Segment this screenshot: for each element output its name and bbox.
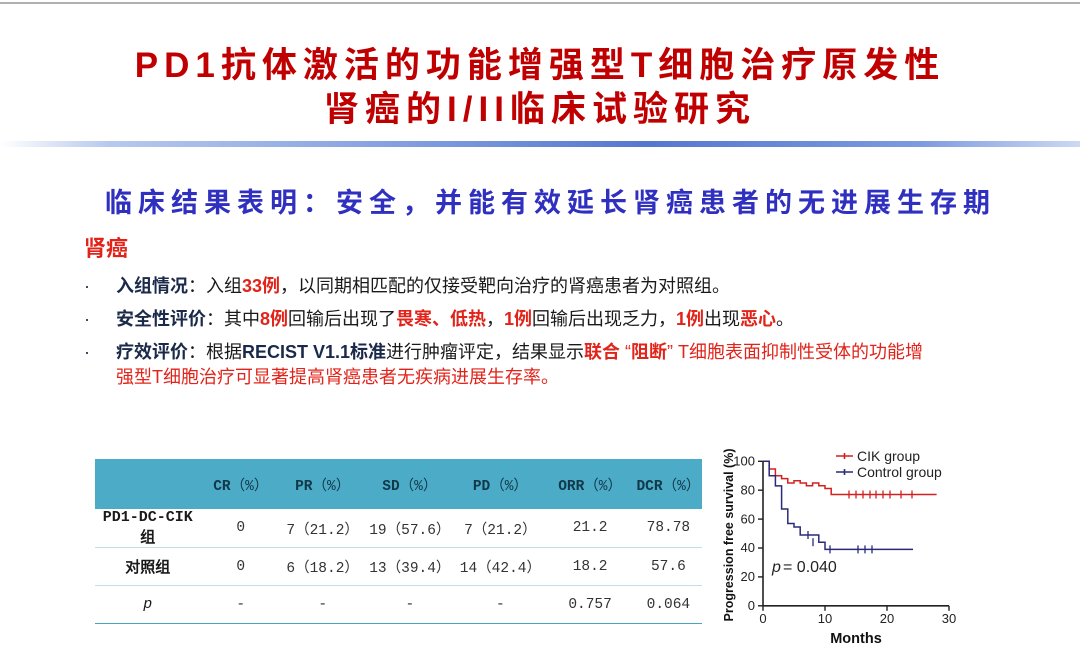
svg-text:10: 10 (818, 611, 832, 626)
svg-text:p: p (771, 559, 781, 576)
svg-text:= 0.040: = 0.040 (783, 559, 837, 576)
svg-text:40: 40 (741, 540, 755, 555)
svg-text:Months: Months (830, 631, 882, 647)
svg-text:CIK group: CIK group (857, 448, 920, 464)
svg-text:0: 0 (759, 611, 766, 626)
svg-text:60: 60 (741, 511, 755, 526)
svg-text:20: 20 (880, 611, 894, 626)
svg-text:30: 30 (942, 611, 956, 626)
svg-text:Progression free survival (%): Progression free survival (%) (722, 449, 736, 622)
svg-text:80: 80 (741, 482, 755, 497)
svg-text:Control group: Control group (857, 464, 942, 480)
svg-text:100: 100 (733, 454, 755, 469)
svg-text:0: 0 (748, 598, 755, 613)
svg-text:20: 20 (741, 569, 755, 584)
